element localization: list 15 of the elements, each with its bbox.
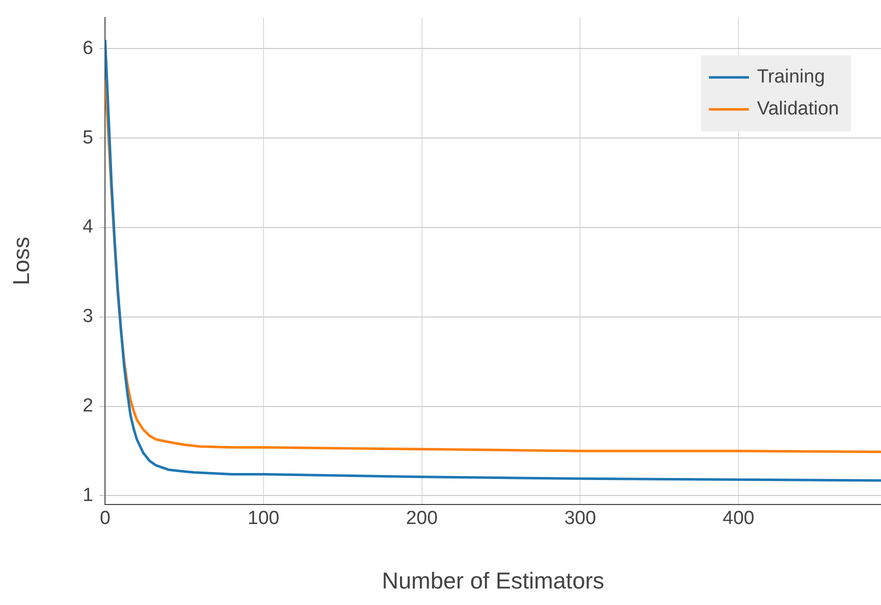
y-axis-title: Loss — [8, 236, 34, 286]
x-tick-label: 400 — [722, 508, 754, 530]
y-tick-label: 1 — [82, 484, 94, 506]
x-axis-title: Number of Estimators — [382, 568, 604, 594]
legend-label: Training — [756, 66, 825, 88]
y-tick-label: 5 — [82, 127, 94, 148]
y-tick-label: 4 — [82, 216, 94, 238]
x-tick-label: 300 — [564, 508, 596, 530]
x-tick-label: 200 — [406, 508, 438, 530]
y-tick-label: 3 — [82, 306, 94, 328]
x-tick-label: 0 — [100, 508, 110, 530]
y-tick-label: 2 — [82, 396, 94, 416]
y-tick-label: 6 — [82, 38, 94, 59]
legend-label: Validation — [756, 98, 840, 120]
x-tick-label: 100 — [248, 508, 280, 530]
